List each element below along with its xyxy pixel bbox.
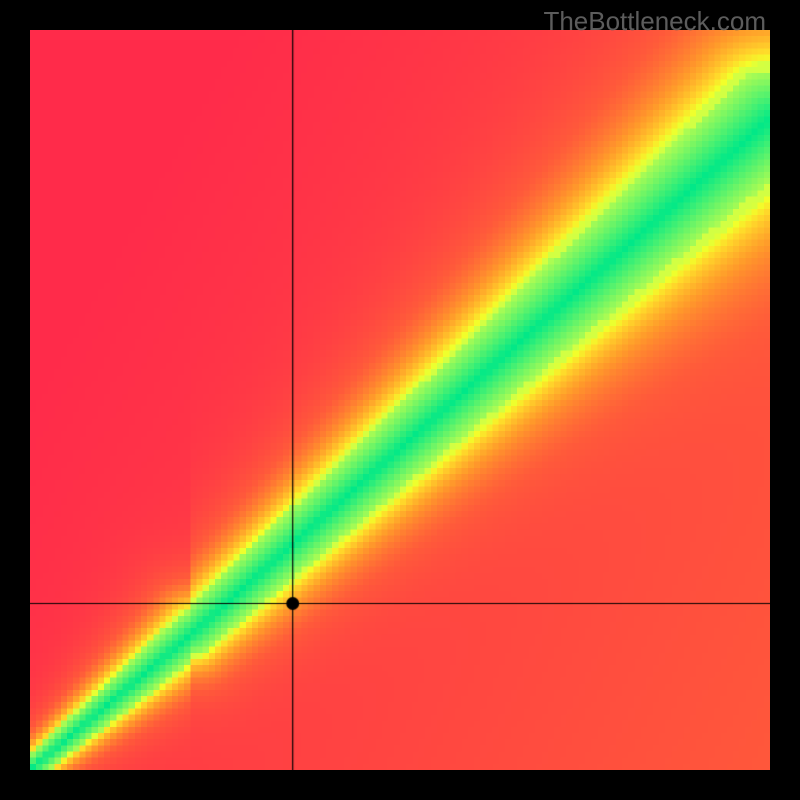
watermark-text: TheBottleneck.com — [543, 6, 766, 37]
chart-container: TheBottleneck.com — [0, 0, 800, 800]
crosshair-overlay — [30, 30, 770, 770]
